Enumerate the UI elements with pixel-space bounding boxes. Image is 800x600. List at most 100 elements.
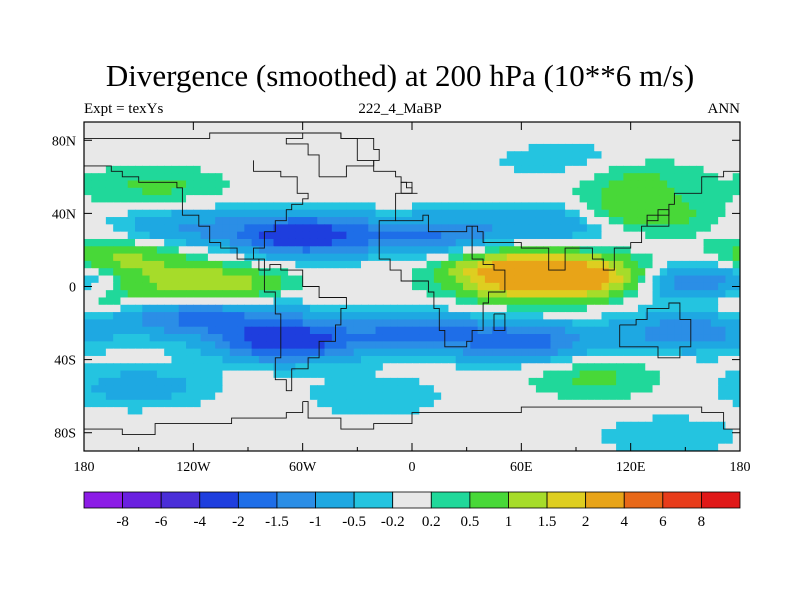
field-cell — [710, 319, 719, 328]
field-cell — [586, 195, 595, 204]
field-cell — [302, 370, 311, 379]
field-cell — [550, 224, 559, 233]
field-cell — [652, 268, 661, 277]
field-cell — [120, 268, 129, 277]
field-cell — [186, 392, 194, 401]
field-cell — [725, 238, 734, 247]
field-cell — [98, 290, 107, 299]
field-cell — [164, 341, 173, 350]
field-cell — [120, 421, 129, 430]
field-cell — [528, 363, 537, 372]
field-cell — [616, 151, 624, 160]
field-cell — [470, 290, 479, 299]
field-cell — [98, 129, 107, 138]
field-cell — [404, 165, 413, 174]
field-cell — [178, 436, 187, 445]
field-cell — [550, 187, 559, 196]
field-cell — [455, 195, 464, 204]
field-cell — [98, 224, 107, 233]
field-cell — [98, 275, 107, 284]
field-cell — [368, 312, 377, 320]
field-cell — [484, 414, 493, 423]
field-cell — [470, 231, 479, 240]
field-cell — [207, 436, 216, 445]
field-cell — [608, 436, 617, 445]
field-cell — [688, 209, 697, 218]
field-cell — [237, 429, 245, 437]
field-cell — [207, 209, 216, 218]
field-cell — [360, 209, 369, 218]
field-cell — [273, 180, 282, 189]
field-cell — [98, 195, 107, 204]
field-cell — [718, 217, 727, 225]
field-cell — [608, 414, 617, 423]
field-cell — [346, 260, 355, 269]
field-cell — [528, 122, 537, 130]
field-cell — [725, 202, 734, 211]
coastline-outline — [84, 132, 740, 436]
field-cell — [105, 187, 114, 196]
field-cell — [514, 187, 522, 196]
field-cell — [113, 297, 122, 306]
field-cell — [521, 231, 530, 240]
field-cell — [120, 246, 129, 255]
field-cell — [368, 290, 377, 299]
field-cell — [652, 326, 661, 335]
field-cell — [550, 377, 559, 386]
field-cell — [463, 253, 471, 262]
field-cell — [433, 231, 442, 240]
field-cell — [601, 392, 610, 401]
field-cell — [164, 414, 173, 423]
field-cell — [105, 312, 114, 320]
field-cell — [193, 165, 202, 174]
field-cell — [601, 180, 610, 189]
field-cell — [186, 231, 194, 240]
field-cell — [601, 195, 610, 204]
field-cell — [84, 202, 92, 211]
field-cell — [499, 429, 508, 437]
field-cell — [463, 304, 471, 313]
field-cell — [251, 151, 260, 160]
field-cell — [499, 414, 508, 423]
field-cell — [725, 297, 734, 306]
field-cell — [499, 158, 508, 167]
field-cell — [375, 195, 384, 204]
field-cell — [594, 429, 603, 437]
field-cell — [412, 202, 420, 211]
field-cell — [441, 202, 450, 211]
field-cell — [637, 143, 646, 152]
field-cell — [273, 268, 282, 277]
field-cell — [455, 231, 464, 240]
field-cell — [433, 202, 442, 211]
field-cell — [616, 275, 624, 284]
field-cell — [732, 319, 740, 328]
field-cell — [659, 414, 668, 423]
field-cell — [470, 246, 479, 255]
field-cell — [200, 297, 209, 306]
field-cell — [448, 421, 457, 430]
field-cell — [331, 143, 340, 152]
field-cell — [164, 363, 173, 372]
field-cell — [681, 421, 690, 430]
field-cell — [637, 312, 646, 320]
field-cell — [331, 370, 340, 379]
field-cell — [368, 187, 377, 196]
field-cell — [339, 217, 347, 225]
field-cell — [353, 421, 362, 430]
field-cell — [616, 217, 624, 225]
field-cell — [448, 290, 457, 299]
field-cell — [397, 326, 406, 335]
field-cell — [718, 151, 727, 160]
field-cell — [186, 443, 194, 451]
field-cell — [368, 421, 377, 430]
field-cell — [382, 385, 391, 394]
field-cell — [135, 436, 143, 445]
field-cell — [353, 290, 362, 299]
field-cell — [339, 407, 347, 416]
field-cell — [91, 319, 100, 328]
field-cell — [652, 282, 661, 291]
field-cell — [572, 312, 581, 320]
field-cell — [601, 165, 610, 174]
field-cell — [404, 443, 413, 451]
field-cell — [404, 421, 413, 430]
